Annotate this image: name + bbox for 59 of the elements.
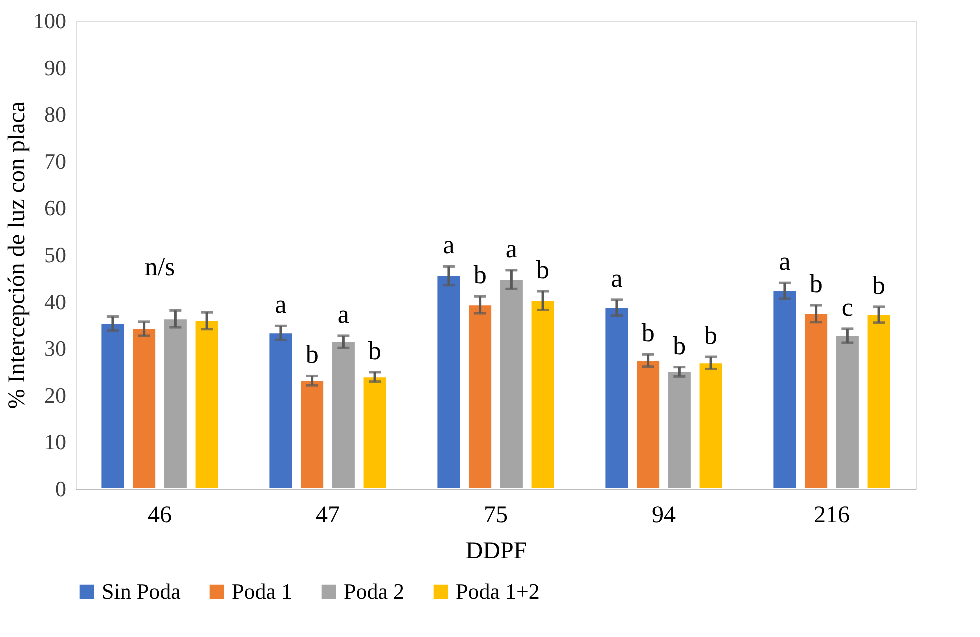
bar — [194, 320, 220, 490]
y-tick-label: 10 — [44, 430, 66, 455]
data-label: a — [443, 230, 456, 260]
y-tick-label: 60 — [44, 196, 66, 221]
bar — [436, 276, 462, 490]
bar — [804, 313, 829, 490]
x-tick-label: 47 — [316, 502, 340, 528]
data-label: b — [673, 331, 686, 360]
legend-label: Poda 1 — [232, 579, 292, 604]
bar — [636, 360, 661, 490]
data-label: b — [642, 318, 655, 348]
bar — [268, 332, 294, 490]
data-label: b — [474, 260, 487, 290]
x-tick-label: 75 — [484, 502, 508, 528]
data-label: b — [704, 321, 718, 350]
y-tick-label: 50 — [44, 242, 66, 268]
y-tick-label: 40 — [44, 289, 66, 314]
legend-label: Poda 1+2 — [456, 579, 540, 604]
y-axis-title: % Intercepción de luz con placa — [4, 102, 30, 410]
bar — [100, 323, 126, 490]
y-tick-label: 90 — [44, 55, 66, 80]
legend-label: Poda 2 — [344, 579, 404, 604]
bar — [667, 372, 692, 490]
y-tick-label: 80 — [44, 102, 66, 128]
legend-label: Sin Poda — [102, 579, 182, 604]
y-tick-label: 20 — [44, 382, 66, 408]
x-axis-title: DDPF — [466, 538, 528, 564]
data-label: a — [506, 234, 518, 264]
y-tick-label: 0 — [56, 476, 66, 502]
bar — [499, 279, 524, 490]
bar — [772, 290, 798, 490]
data-label: a — [275, 290, 288, 320]
bar — [468, 304, 493, 490]
data-label: a — [611, 264, 624, 293]
bar — [835, 335, 860, 490]
bar — [300, 380, 325, 490]
y-tick-label: 30 — [44, 336, 66, 362]
x-tick-label: 94 — [652, 502, 676, 528]
bar — [604, 307, 630, 490]
data-label: b — [306, 340, 319, 370]
bar — [530, 300, 556, 490]
data-label: b — [810, 270, 823, 299]
data-label: b — [368, 336, 382, 366]
bar — [866, 314, 892, 490]
y-tick-label: 100 — [34, 8, 66, 34]
bar — [698, 362, 724, 490]
data-label: a — [779, 247, 792, 276]
bar — [331, 342, 356, 490]
data-label: a — [338, 300, 350, 329]
data-label: b — [872, 270, 886, 300]
x-tick-label: 216 — [814, 502, 850, 528]
bar — [362, 376, 388, 490]
annotation: n/s — [144, 252, 176, 282]
x-tick-label: 46 — [148, 502, 172, 528]
bar — [163, 318, 188, 490]
data-label: b — [536, 256, 550, 285]
bar — [132, 328, 157, 490]
y-tick-label: 70 — [44, 148, 66, 174]
data-label: c — [842, 292, 854, 322]
